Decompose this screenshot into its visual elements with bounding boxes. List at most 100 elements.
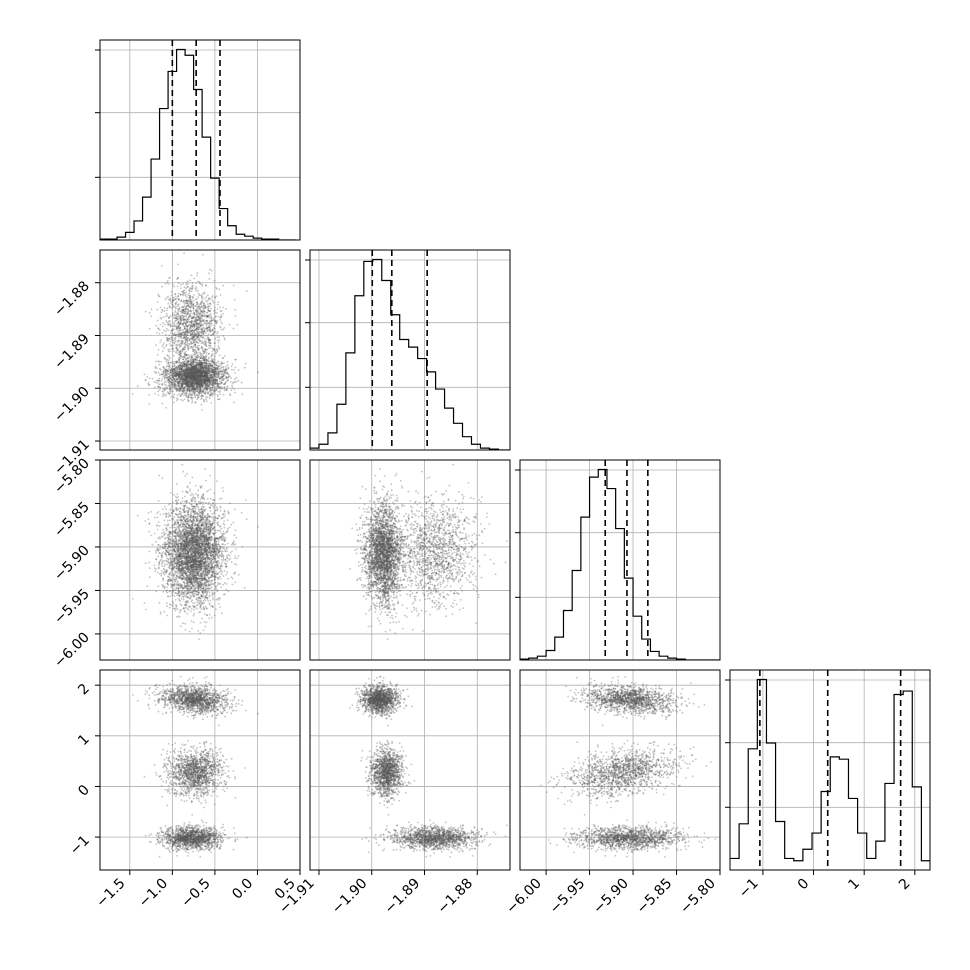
- sample-point: [185, 281, 188, 284]
- sample-point: [205, 358, 207, 361]
- sample-point: [221, 362, 224, 365]
- sample-point: [192, 330, 195, 333]
- sample-point: [196, 336, 199, 338]
- sample-point: [214, 342, 216, 344]
- sample-point: [200, 330, 203, 333]
- sample-point: [180, 316, 183, 318]
- sample-point: [188, 372, 191, 375]
- sample-point: [200, 324, 202, 327]
- sample-point: [219, 509, 222, 512]
- sample-point: [207, 387, 210, 390]
- sample-point: [179, 326, 182, 329]
- sample-point: [224, 377, 226, 380]
- sample-point: [161, 308, 163, 311]
- sample-point: [196, 303, 199, 306]
- sample-point: [191, 356, 193, 358]
- sample-point: [185, 377, 188, 379]
- sample-point: [203, 379, 205, 381]
- sample-point: [205, 345, 208, 348]
- sample-point: [193, 392, 196, 395]
- sample-point: [197, 371, 200, 374]
- sample-point: [175, 366, 178, 368]
- sample-point: [190, 386, 192, 389]
- sample-point: [200, 312, 203, 315]
- sample-point: [217, 385, 220, 388]
- sample-point: [205, 341, 208, 344]
- sample-point: [205, 386, 208, 389]
- sample-point: [195, 333, 198, 336]
- sample-point: [216, 384, 219, 387]
- sample-point: [167, 368, 169, 371]
- sample-point: [205, 380, 208, 383]
- sample-point: [203, 369, 205, 371]
- sample-point: [182, 308, 185, 311]
- sample-point: [195, 493, 197, 495]
- sample-point: [184, 353, 187, 356]
- sample-point: [209, 386, 212, 389]
- sample-point: [186, 331, 189, 333]
- sample-point: [178, 373, 181, 376]
- sample-point: [189, 362, 192, 365]
- sample-point: [196, 336, 199, 339]
- sample-point: [195, 372, 198, 375]
- sample-point: [198, 370, 201, 373]
- sample-point: [182, 292, 185, 294]
- sample-point: [191, 324, 194, 327]
- sample-point: [199, 375, 202, 377]
- sample-point: [207, 379, 210, 382]
- sample-point: [196, 381, 199, 384]
- sample-point: [186, 362, 188, 365]
- sample-point: [167, 385, 170, 387]
- sample-point: [192, 374, 195, 377]
- sample-point: [185, 381, 188, 384]
- sample-point: [186, 326, 189, 329]
- sample-point: [218, 347, 221, 350]
- sample-point: [161, 384, 164, 386]
- sample-point: [182, 314, 184, 317]
- sample-point: [212, 375, 214, 378]
- sample-point: [218, 386, 221, 388]
- sample-point: [210, 381, 213, 384]
- sample-point: [192, 379, 195, 381]
- sample-point: [160, 379, 163, 382]
- sample-point: [190, 378, 193, 381]
- sample-point: [195, 352, 198, 355]
- sample-point: [189, 372, 192, 374]
- sample-point: [196, 377, 198, 379]
- sample-point: [156, 353, 159, 356]
- sample-point: [207, 372, 209, 374]
- sample-point: [211, 363, 214, 366]
- sample-point: [184, 363, 187, 366]
- sample-point: [191, 367, 194, 370]
- sample-point: [201, 372, 203, 374]
- sample-point: [146, 585, 149, 588]
- sample-point: [200, 364, 203, 367]
- sample-point: [192, 315, 195, 318]
- sample-point: [234, 381, 236, 384]
- sample-point: [215, 361, 218, 364]
- sample-point: [216, 398, 219, 401]
- sample-point: [218, 370, 221, 373]
- sample-point: [179, 317, 182, 319]
- sample-point: [192, 369, 195, 372]
- sample-point: [155, 540, 157, 543]
- sample-point: [192, 333, 195, 336]
- sample-point: [208, 370, 211, 373]
- sample-point: [184, 318, 187, 321]
- sample-point: [198, 319, 200, 322]
- sample-point: [187, 354, 190, 356]
- sample-point: [201, 368, 204, 370]
- sample-point: [184, 343, 187, 346]
- sample-point: [214, 327, 216, 330]
- sample-point: [174, 379, 177, 382]
- sample-point: [187, 389, 189, 391]
- sample-point: [187, 374, 189, 377]
- sample-point: [192, 378, 195, 380]
- sample-point: [182, 309, 185, 312]
- sample-point: [197, 319, 199, 322]
- sample-point: [173, 374, 175, 377]
- sample-point: [194, 358, 197, 360]
- sample-point: [204, 371, 207, 373]
- sample-point: [192, 341, 195, 343]
- sample-point: [192, 372, 195, 375]
